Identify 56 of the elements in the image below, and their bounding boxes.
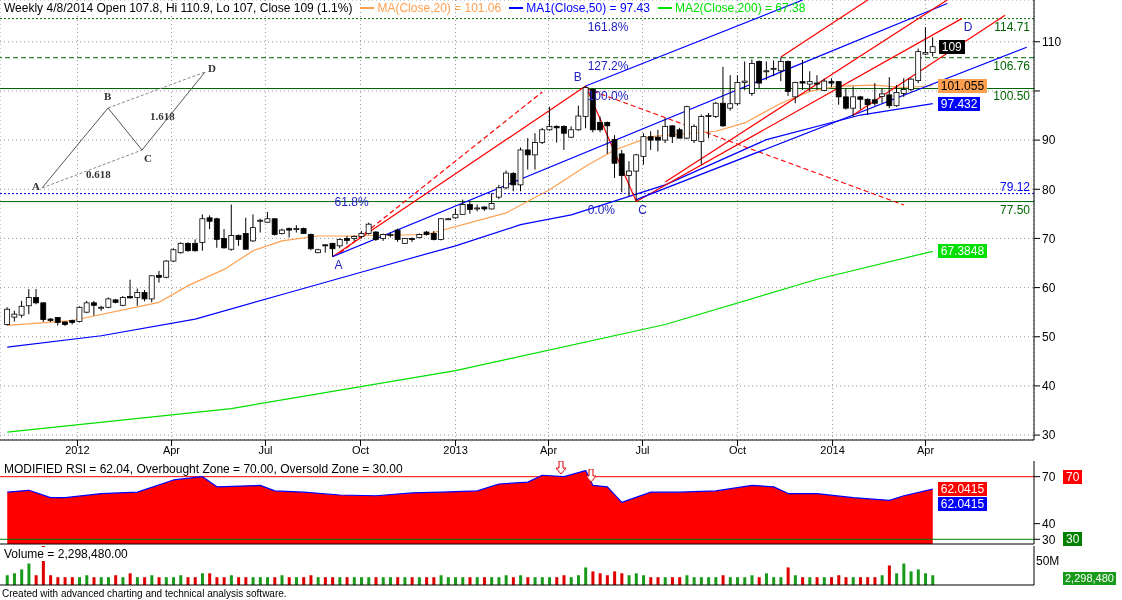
ref-line-label: 106.76: [993, 58, 1031, 73]
x-tick-label: Oct: [728, 443, 747, 456]
annotation: 0.0%: [587, 202, 616, 217]
annotation: B: [573, 70, 582, 85]
chart-title: Weekly 4/8/2014 Open 107.8, Hi 110.9, Lo 107, Close 109 (1.1%): [4, 1, 353, 15]
y-tick-label: 40: [1042, 379, 1056, 394]
legend-label: MA1(Close,50) = 97.43: [525, 1, 650, 15]
y-tick-label: 40: [1042, 516, 1056, 531]
text: 50M: [1036, 554, 1060, 568]
annotation: A: [32, 180, 40, 192]
annotation: C: [638, 202, 647, 217]
data-label: 101.055: [937, 78, 988, 93]
data-label: 62.0415: [937, 497, 988, 512]
annotation: 127.2%: [587, 58, 629, 73]
annotation: A: [334, 257, 343, 272]
annotation: 161.8%: [587, 19, 629, 34]
ref-line-label: 70: [1063, 469, 1083, 484]
data-label: 62.0415: [937, 482, 988, 497]
x-tick-label: 2012: [65, 443, 90, 456]
x-tick-label: Jul: [258, 443, 273, 456]
text: Created with advanced charting and technical analysis software.: [2, 588, 287, 599]
y-tick-label: 60: [1042, 280, 1056, 295]
ref-line-label: 100.50: [993, 89, 1031, 104]
annotation: D: [963, 19, 973, 34]
annotation: 1.618: [150, 110, 175, 122]
y-tick-label: 30: [1042, 428, 1056, 443]
y-tick-label: 70: [1042, 231, 1056, 246]
annotation: 0.618: [86, 168, 111, 180]
x-tick-label: Apr: [916, 443, 935, 456]
text: 109: [941, 39, 962, 54]
y-tick-label: 30: [1042, 532, 1056, 547]
legend-label: MA(Close,20) = 101.06: [376, 1, 502, 15]
x-tick-label: Apr: [162, 443, 181, 456]
data-label: 97.432: [937, 96, 981, 111]
chart-title: MODIFIED RSI = 62.04, Overbought Zone = 70.00, Oversold Zone = 30.00: [4, 462, 403, 476]
y-tick-label: 70: [1042, 469, 1056, 484]
text: 2,298,480: [1063, 572, 1116, 585]
x-tick-label: Apr: [539, 443, 558, 456]
y-tick-label: 80: [1042, 182, 1056, 197]
chart-title: Volume = 2,298,480.00: [4, 547, 128, 561]
y-tick-label: 50: [1042, 330, 1056, 345]
ref-line-label: 114.71: [994, 19, 1031, 34]
annotation: D: [208, 62, 216, 74]
ref-line-label: 30: [1063, 532, 1083, 547]
x-tick-label: 2013: [443, 443, 468, 456]
x-tick-label: Jul: [635, 443, 650, 456]
data-label: 67.3848: [937, 244, 988, 259]
legend-label: MA2(Close,200) = 67.38: [673, 1, 806, 15]
annotation: C: [144, 152, 152, 164]
annotation: B: [104, 90, 112, 102]
ref-line-label: 79.12: [999, 179, 1031, 194]
y-tick-label: 110: [1042, 35, 1062, 50]
y-tick-label: 90: [1042, 133, 1056, 148]
x-tick-label: 2014: [820, 443, 845, 456]
ref-line-label: 77.50: [999, 202, 1031, 217]
x-tick-label: Oct: [351, 443, 370, 456]
